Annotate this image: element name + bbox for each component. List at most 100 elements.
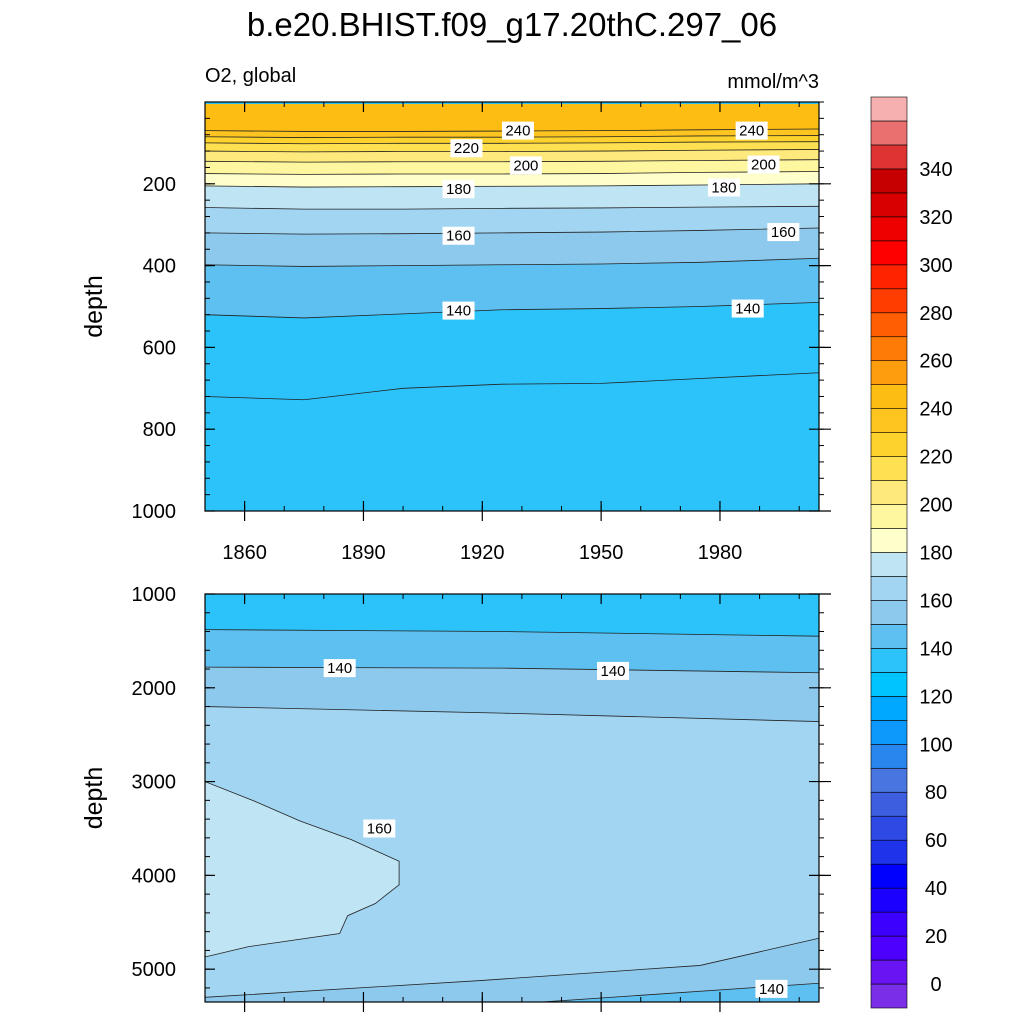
- contour-label-box: [509, 156, 542, 175]
- y-tick-label: 2000: [132, 678, 177, 700]
- contour-label-text: 180: [446, 181, 471, 198]
- contour-line-170: [205, 205, 819, 210]
- y-tick-label: 400: [143, 256, 176, 278]
- colorbar-box: [870, 384, 908, 409]
- colorbar-box: [870, 504, 908, 529]
- contour-fill-130: [205, 594, 819, 637]
- colorbar-box: [870, 552, 908, 577]
- colorbar-label: 340: [919, 159, 952, 181]
- contour-label: 180: [442, 180, 475, 199]
- colorbar-box: [870, 624, 908, 649]
- contour-label: 140: [442, 301, 475, 320]
- colorbar-box: [870, 720, 908, 745]
- y-tick-label: 5000: [132, 959, 177, 981]
- colorbar-label: 0: [930, 974, 941, 996]
- contour-label-box: [755, 979, 788, 998]
- y-tick-label: 3000: [132, 772, 177, 794]
- contour-label-text: 160: [771, 224, 796, 241]
- upper-panel: 240 240 220 200 200 180 180 160 160 140 140 200 400 6…: [80, 101, 831, 564]
- contour-label-box: [707, 178, 740, 197]
- contour-label: 240: [501, 121, 534, 140]
- contour-label: 160: [363, 819, 396, 838]
- contour-label-text: 180: [711, 179, 736, 196]
- contour-label: 220: [450, 139, 483, 158]
- contour-label: 160: [442, 226, 475, 245]
- contour-label: 140: [323, 659, 356, 678]
- contour-label-box: [731, 299, 764, 318]
- contour-line-140: [205, 666, 819, 674]
- colorbar-label: 280: [919, 303, 952, 325]
- colorbar-label: 20: [925, 926, 947, 948]
- colorbar-box: [870, 432, 908, 457]
- colorbar-label: 260: [919, 351, 952, 373]
- contour-lines: [205, 629, 819, 1002]
- contour-label-text: 240: [739, 123, 764, 140]
- colorbar-box: [870, 935, 908, 961]
- contour-label: 160: [767, 223, 800, 242]
- contour-label-text: 140: [759, 981, 784, 998]
- contour-line-130: [205, 629, 819, 637]
- colorbar-box: [870, 240, 908, 266]
- contour-line-160: [205, 227, 819, 235]
- contour-label-text: 200: [751, 157, 776, 174]
- colorbar-label: 200: [919, 495, 952, 517]
- colorbar-box: [870, 216, 908, 242]
- colorbar-label: 80: [925, 782, 947, 804]
- colorbar-box: [870, 672, 908, 697]
- colorbar-box: [870, 360, 908, 385]
- contour-label-text: 160: [367, 820, 392, 837]
- contour-label-box: [450, 139, 483, 158]
- colorbar-box: [870, 480, 908, 505]
- colorbar-box: [870, 456, 908, 481]
- right-string: mmol/m^3: [727, 71, 819, 93]
- colorbar-box: [870, 168, 908, 194]
- colorbar-box: [870, 336, 908, 362]
- contour-label-box: [442, 226, 475, 245]
- contour-line-180: [205, 183, 819, 188]
- contour-line-130: [205, 372, 819, 401]
- contour-line-220: [205, 141, 819, 145]
- colorbar-box: [870, 144, 908, 170]
- colorbar-box: [870, 696, 908, 721]
- contour-label-box: [597, 661, 630, 680]
- colorbar-box: [870, 815, 908, 841]
- contour-line-150: [205, 257, 819, 267]
- colorbar-box: [870, 911, 908, 937]
- x-tick-label: 1860: [222, 542, 267, 564]
- contour-fill-160: [205, 781, 400, 957]
- contour-label: 200: [747, 155, 780, 174]
- colorbar-box: [870, 576, 908, 601]
- y-axis-label: depth: [80, 275, 108, 338]
- colorbar-label: 320: [919, 207, 952, 229]
- colorbar-label: 180: [919, 543, 952, 565]
- colorbar-box: [870, 264, 908, 290]
- x-tick-label: 1980: [698, 542, 743, 564]
- colorbar-box: [870, 648, 908, 673]
- contour-label-text: 160: [446, 228, 471, 245]
- contour-line-150: [205, 706, 819, 722]
- contour-label-box: [363, 819, 396, 838]
- colorbar-box: [870, 288, 908, 314]
- colorbar-box: [870, 959, 908, 985]
- colorbar-box: [870, 887, 908, 913]
- colorbar-box: [870, 743, 908, 769]
- colorbar-box: [870, 791, 908, 817]
- y-tick-label: 200: [143, 174, 176, 196]
- x-tick-label: 1890: [341, 542, 386, 564]
- contour-label: 240: [735, 121, 768, 140]
- plot-frame: [204, 593, 820, 1003]
- contour-line-210: [205, 149, 819, 153]
- colorbar-label: 60: [925, 830, 947, 852]
- contour-line-200: [205, 159, 819, 163]
- colorbar-box: [870, 408, 908, 433]
- colorbar-box: [870, 767, 908, 793]
- contour-label-text: 200: [513, 157, 538, 174]
- colorbar-label: 240: [919, 399, 952, 421]
- y-tick-label: 4000: [132, 865, 177, 887]
- colorbar-box: [870, 600, 908, 625]
- colorbar-label: 120: [919, 686, 952, 708]
- contour-label-box: [501, 121, 534, 140]
- contour-line-bottom-150: [205, 937, 819, 998]
- contour-line-190: [205, 171, 819, 175]
